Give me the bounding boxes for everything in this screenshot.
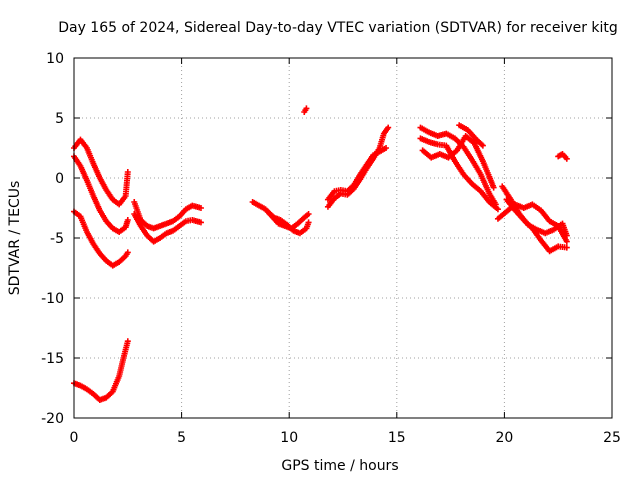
data-point <box>383 145 390 151</box>
data-point <box>563 155 570 162</box>
y-tick-label: -15 <box>41 351 64 367</box>
data-point <box>385 124 392 131</box>
data-point <box>494 206 501 213</box>
data-point <box>124 169 131 175</box>
x-tick-label: 10 <box>280 430 298 446</box>
series-track-13 <box>417 135 501 213</box>
data-point <box>563 232 570 239</box>
data-point <box>305 211 312 217</box>
series-track-18 <box>503 196 570 255</box>
series-track-19 <box>555 151 570 162</box>
series-track-8 <box>264 208 312 237</box>
data-point <box>197 205 204 211</box>
y-tick-label: -20 <box>41 411 64 427</box>
y-tick-label: 10 <box>46 51 64 67</box>
x-tick-label: 15 <box>388 430 406 446</box>
series-track-9 <box>301 105 310 115</box>
series-track-5 <box>131 199 204 232</box>
data-point <box>197 219 204 226</box>
y-axis-label: SDTVAR / TECUs <box>7 181 23 296</box>
series-track-2 <box>71 153 131 235</box>
data-point <box>124 249 131 256</box>
data-point <box>479 142 486 149</box>
data-point <box>124 338 131 345</box>
x-tick-label: 0 <box>70 430 79 446</box>
data-point <box>490 184 497 191</box>
data-point <box>124 217 131 223</box>
grid <box>74 58 612 418</box>
x-tick-label: 20 <box>495 430 513 446</box>
series-track-1 <box>71 136 131 208</box>
series-track-14 <box>419 133 497 191</box>
data-points <box>71 105 570 403</box>
y-tick-label: 5 <box>55 111 64 127</box>
series-track-7 <box>249 199 312 232</box>
series-track-11 <box>324 145 390 203</box>
data-point <box>303 105 310 112</box>
y-tick-label: -5 <box>50 231 64 247</box>
tick-labels: 0 5 10 15 20 25 -20 -15 -10 -5 0 5 10 <box>41 51 621 446</box>
x-axis-label: GPS time / hours <box>281 458 398 474</box>
y-tick-label: 0 <box>55 171 64 187</box>
series-track-3 <box>71 208 131 269</box>
data-point <box>563 244 570 251</box>
series-track-4 <box>71 338 131 403</box>
data-point <box>305 219 312 226</box>
y-tick-label: -10 <box>41 291 64 307</box>
data-point <box>563 238 570 245</box>
series-track-10 <box>324 124 392 210</box>
chart-title: Day 165 of 2024, Sidereal Day-to-day VTE… <box>58 20 618 36</box>
x-tick-label: 5 <box>177 430 186 446</box>
x-tick-label: 25 <box>603 430 621 446</box>
series-track-15 <box>456 122 486 149</box>
series-track-6 <box>131 211 204 245</box>
